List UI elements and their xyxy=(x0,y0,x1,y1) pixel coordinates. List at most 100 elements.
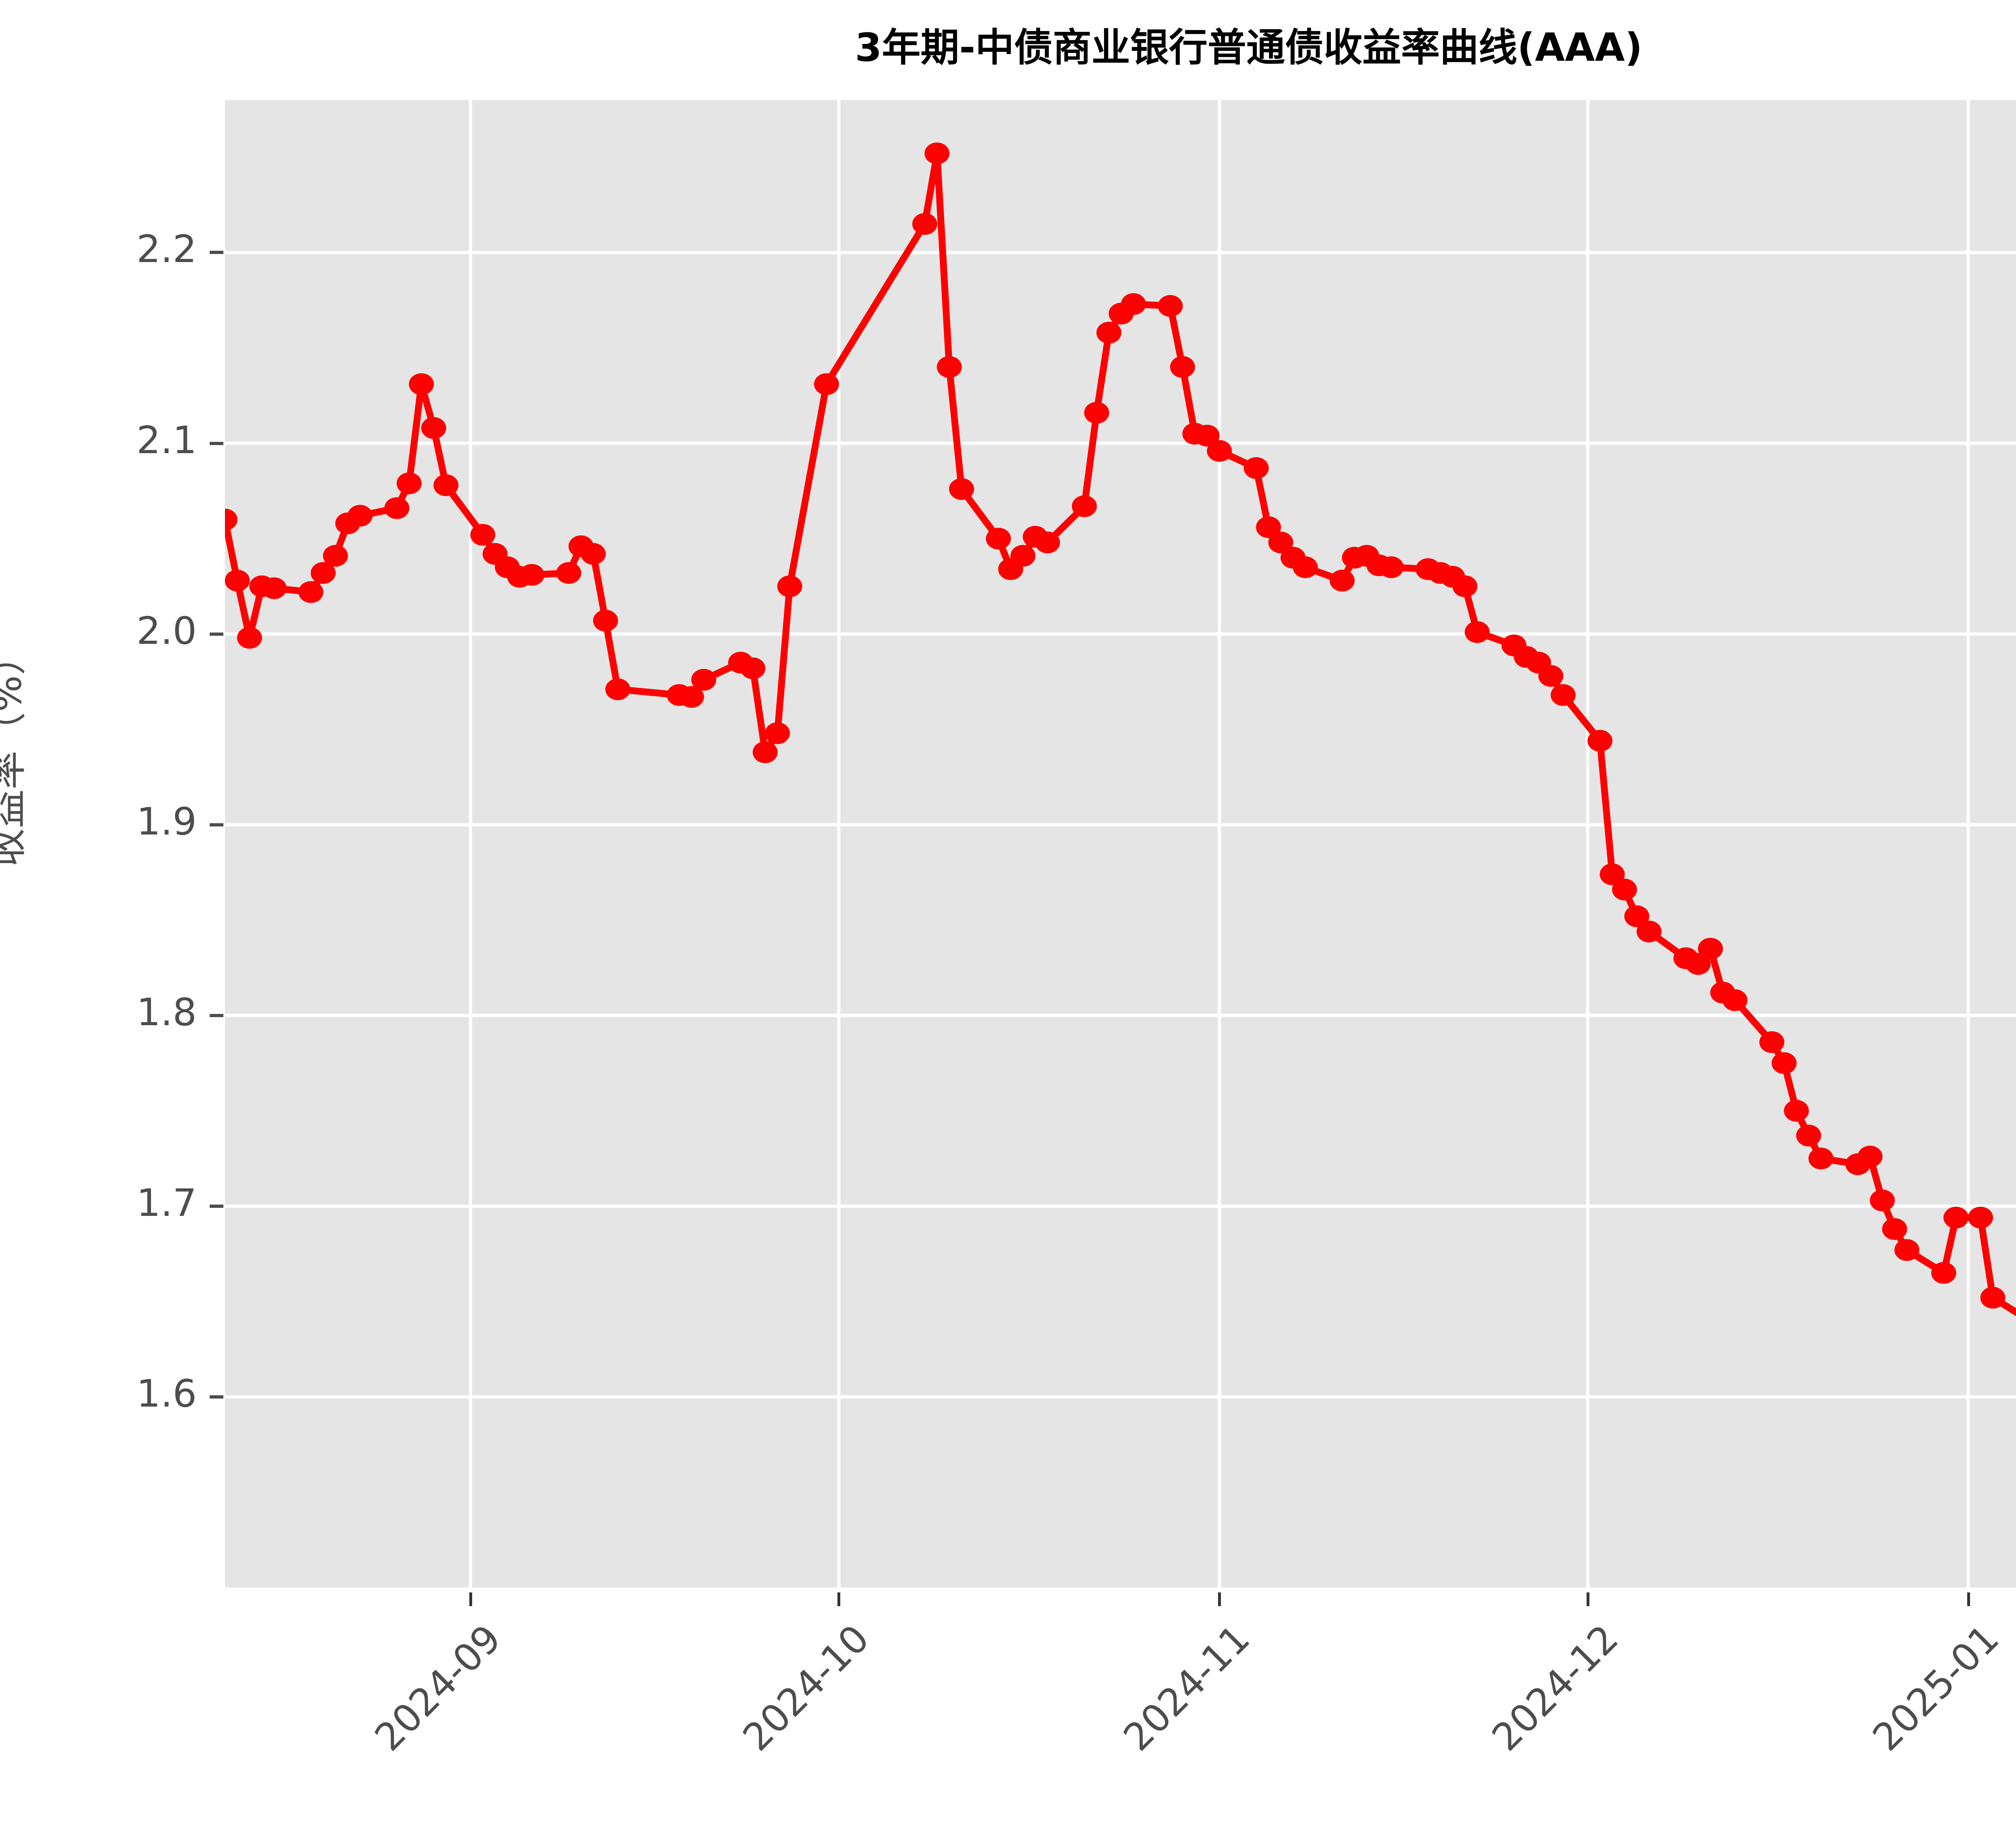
data-point-marker xyxy=(924,142,950,164)
data-point-marker xyxy=(1072,495,1097,517)
data-point-marker xyxy=(1698,938,1723,960)
x-axis-tick-label: 2024-12 xyxy=(1484,1617,1627,1760)
data-point-marker xyxy=(1685,953,1711,975)
data-point-marker xyxy=(1784,1100,1809,1122)
data-point-marker xyxy=(1636,920,1662,943)
x-axis-tick-mark xyxy=(469,1592,472,1606)
page-title: 3年期-中债商业银行普通债收益率曲线(AAA) xyxy=(855,25,1643,70)
data-point-marker xyxy=(1268,531,1293,554)
data-point-marker xyxy=(1612,878,1637,901)
data-point-marker xyxy=(1035,531,1060,554)
y-axis-tick-label: 2.0 xyxy=(136,609,197,653)
y-axis-title: 收益率（%） xyxy=(0,636,30,867)
x-axis-tick-mark xyxy=(1218,1592,1221,1606)
data-point-marker xyxy=(519,564,545,586)
data-point-marker xyxy=(740,657,766,679)
series-line xyxy=(225,150,2016,1316)
x-axis-tick-mark xyxy=(1967,1592,1970,1606)
data-point-marker xyxy=(433,474,459,496)
data-point-marker xyxy=(1858,1145,1883,1168)
data-point-marker xyxy=(1796,1124,1821,1147)
y-axis-tick-mark xyxy=(210,1395,223,1399)
data-point-marker xyxy=(323,545,348,567)
data-point-marker xyxy=(912,213,937,235)
data-point-marker xyxy=(949,478,974,500)
data-point-marker xyxy=(1170,356,1195,378)
y-axis-tick-label: 2.1 xyxy=(136,418,197,462)
data-point-marker xyxy=(593,610,618,632)
data-point-marker xyxy=(237,627,262,649)
y-axis-tick-mark xyxy=(210,1014,223,1017)
data-point-marker xyxy=(225,570,250,592)
data-point-marker xyxy=(752,741,778,763)
data-point-marker xyxy=(777,575,802,597)
data-point-marker xyxy=(1010,545,1036,567)
y-axis-tick-mark xyxy=(210,823,223,826)
data-point-marker xyxy=(605,678,631,700)
data-point-marker xyxy=(679,686,704,708)
data-point-marker xyxy=(1587,730,1613,752)
data-point-marker xyxy=(691,669,716,691)
data-point-marker xyxy=(1256,516,1281,538)
data-point-marker xyxy=(986,528,1011,550)
x-axis-tick-label: 2024-09 xyxy=(367,1617,510,1760)
data-point-marker xyxy=(470,524,496,546)
data-point-marker xyxy=(1329,570,1355,592)
data-point-marker xyxy=(1194,425,1220,447)
data-point-marker xyxy=(1759,1031,1785,1053)
y-axis-tick-label: 1.8 xyxy=(136,990,197,1034)
data-point-marker xyxy=(556,562,581,584)
data-point-marker xyxy=(1538,665,1564,687)
y-axis-tick-mark xyxy=(210,441,223,445)
plot-area xyxy=(225,100,2016,1588)
x-axis-tick-label: 2024-11 xyxy=(1115,1617,1259,1760)
y-axis-tick-mark xyxy=(210,632,223,636)
y-axis-tick-label: 1.6 xyxy=(136,1372,197,1416)
y-axis-tick-label: 1.7 xyxy=(136,1181,197,1225)
y-axis-tick-label: 1.9 xyxy=(136,799,197,844)
data-point-marker xyxy=(1870,1189,1895,1211)
data-point-marker xyxy=(1624,905,1649,927)
data-point-marker xyxy=(1808,1147,1834,1170)
data-point-marker xyxy=(1084,402,1109,424)
data-point-marker xyxy=(1096,322,1122,344)
data-point-marker xyxy=(1243,457,1269,479)
data-point-marker xyxy=(814,373,839,395)
data-point-marker xyxy=(310,562,336,584)
data-point-marker xyxy=(1599,863,1625,885)
data-point-marker xyxy=(581,543,606,565)
data-point-marker xyxy=(396,472,422,494)
data-point-marker xyxy=(1771,1052,1797,1074)
series-plot xyxy=(225,100,2016,1588)
data-point-marker xyxy=(1931,1262,1956,1284)
data-point-marker xyxy=(1968,1207,1993,1229)
data-point-marker xyxy=(1452,575,1478,597)
data-point-marker xyxy=(298,581,324,603)
x-axis-tick-mark xyxy=(837,1592,841,1606)
data-point-marker xyxy=(1550,684,1576,706)
y-axis-tick-label: 2.2 xyxy=(136,227,197,272)
data-point-marker xyxy=(1943,1207,1969,1229)
data-point-marker xyxy=(765,722,790,744)
data-point-marker xyxy=(1158,295,1183,317)
data-point-marker xyxy=(421,417,446,439)
y-axis-tick-mark xyxy=(210,1204,223,1208)
data-point-marker xyxy=(409,373,434,395)
data-point-marker xyxy=(1980,1286,2006,1309)
data-point-marker xyxy=(347,505,373,527)
data-point-marker xyxy=(1894,1239,1920,1261)
data-point-marker xyxy=(937,356,962,378)
data-point-marker xyxy=(1379,556,1404,579)
data-point-marker xyxy=(1207,440,1232,462)
data-point-marker xyxy=(384,497,410,519)
gridlines xyxy=(225,100,2016,1588)
data-point-marker xyxy=(1464,621,1490,643)
series-markers xyxy=(225,142,2006,1309)
data-point-marker xyxy=(225,508,237,531)
data-point-marker xyxy=(1121,293,1146,315)
data-point-marker xyxy=(1293,556,1318,579)
x-axis-tick-label: 2025-01 xyxy=(1864,1617,2008,1760)
data-point-marker xyxy=(261,577,287,599)
x-axis-tick-label: 2024-10 xyxy=(735,1617,878,1760)
data-point-marker xyxy=(1882,1218,1907,1240)
